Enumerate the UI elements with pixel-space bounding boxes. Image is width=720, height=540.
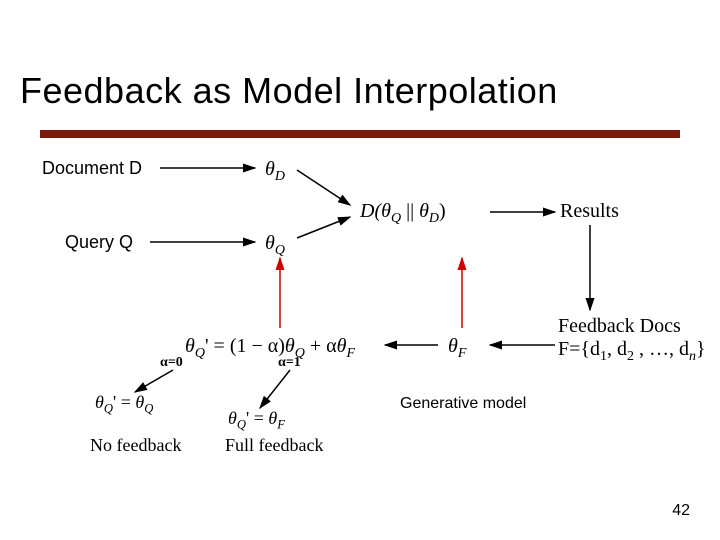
theta-q: θQ bbox=[265, 232, 285, 259]
no-feedback-label: No feedback bbox=[90, 435, 181, 456]
alpha-zero: α=0 bbox=[160, 355, 183, 371]
theta-f: θF bbox=[448, 335, 466, 362]
generative-model-label: Generative model bbox=[400, 395, 526, 413]
theta-d: θD bbox=[265, 158, 285, 185]
no-feedback-formula: θQ' = θQ bbox=[95, 392, 153, 417]
slide-number: 42 bbox=[672, 502, 690, 520]
title-rule bbox=[40, 130, 680, 138]
feedback-docs-line2: F={d1, d2 , …, dn} bbox=[558, 338, 706, 365]
alpha-one: α=1 bbox=[278, 355, 301, 371]
interpolation-formula: θQ' = (1 − α)θQ + αθF bbox=[185, 335, 355, 362]
full-feedback-formula: θQ' = θF bbox=[228, 408, 285, 433]
kl-divergence: D(θQ || θD) bbox=[360, 200, 446, 227]
query-q-label: Query Q bbox=[65, 232, 133, 253]
document-d-label: Document D bbox=[42, 158, 142, 179]
full-feedback-label: Full feedback bbox=[225, 435, 323, 456]
feedback-docs-line1: Feedback Docs bbox=[558, 315, 681, 338]
results-label: Results bbox=[560, 200, 619, 223]
slide-title: Feedback as Model Interpolation bbox=[20, 70, 558, 112]
